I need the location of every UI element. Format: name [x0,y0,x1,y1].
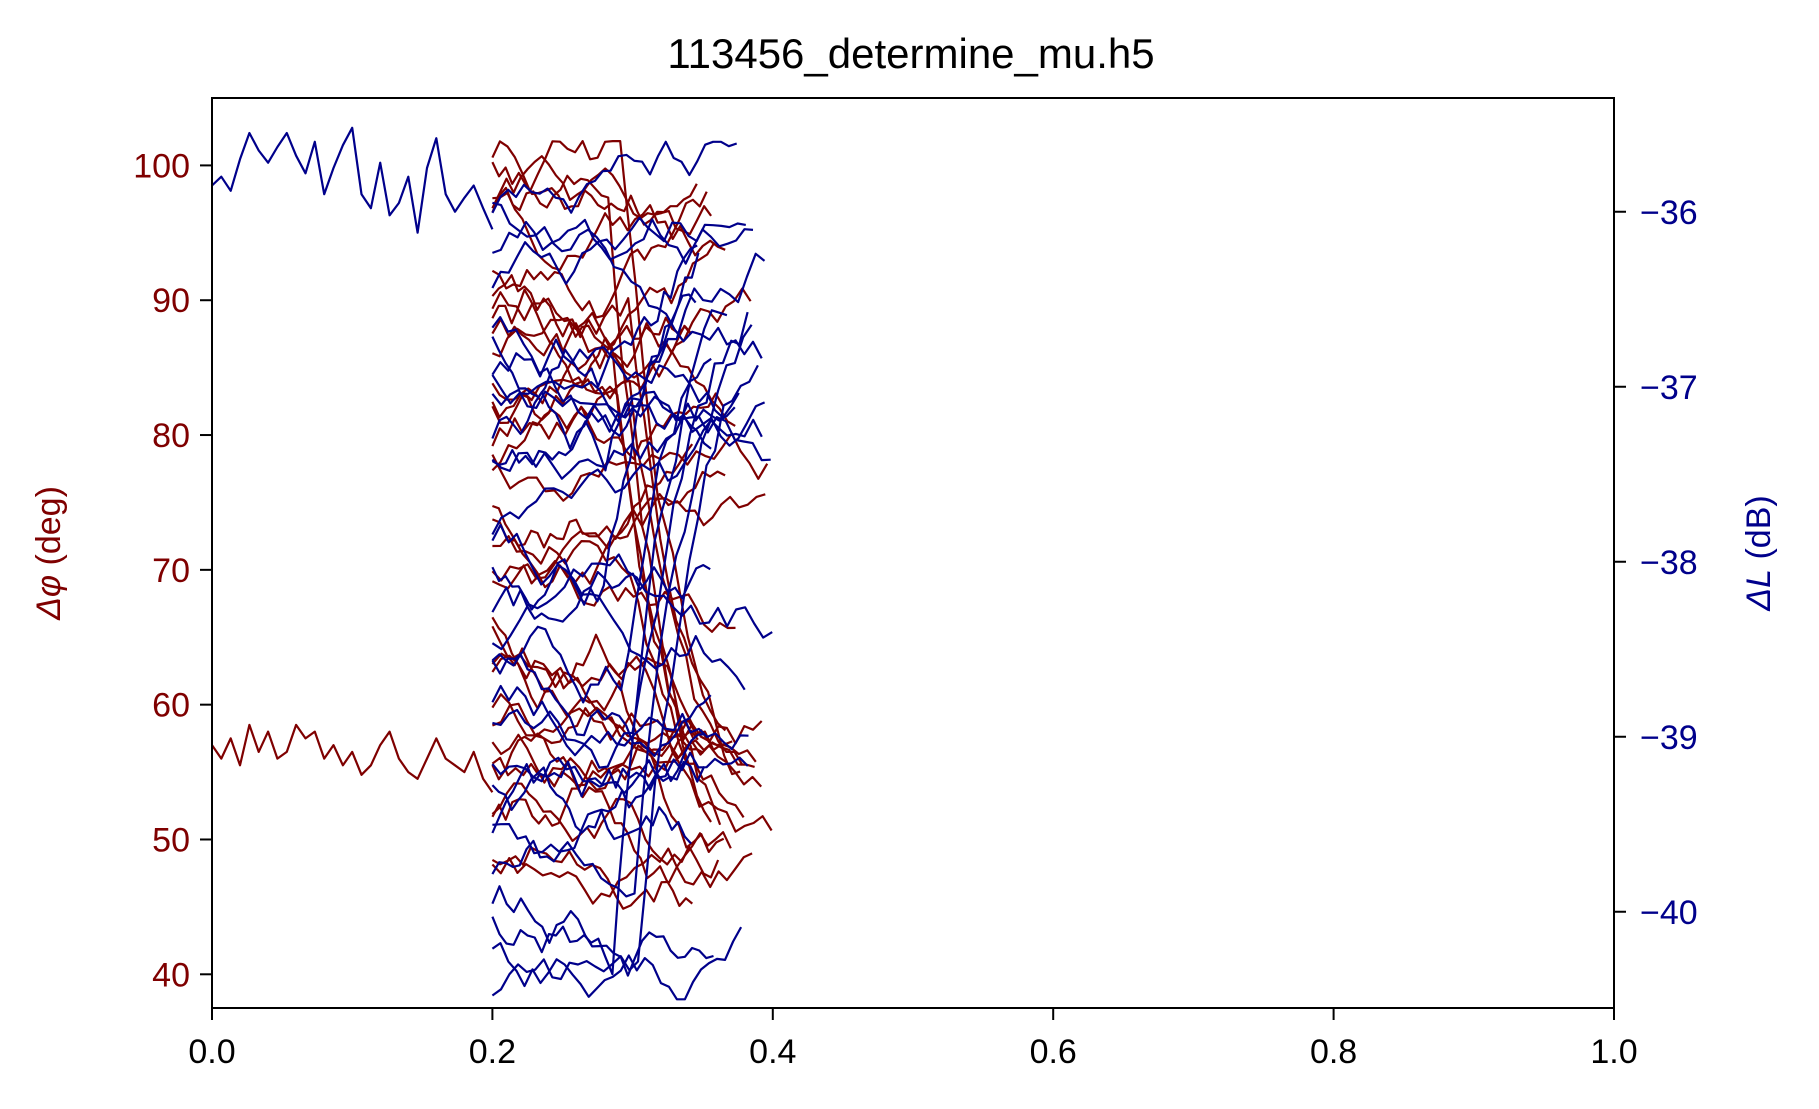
right-axis-label: ΔL (dB) [1740,495,1778,611]
left-axis-label-unit: (deg) [30,486,68,575]
left-tick-label: 40 [152,956,190,994]
left-tick-label: 80 [152,417,190,455]
loss-sweep-line [491,413,763,480]
loss-sweep-line [491,766,692,845]
loss-sweep-line [491,523,746,691]
x-tick-label: 0.0 [188,1033,235,1071]
left-y-axis: 40 50 60 70 80 90 100 [133,147,212,994]
phase-sweep-line [491,140,727,732]
left-tick-label: 100 [133,147,190,185]
x-tick-label: 1.0 [1590,1033,1637,1071]
plot-series [211,126,773,1001]
right-y-axis: −40 −39 −38 −37 −36 [1614,194,1698,932]
phase-sweep-line [491,242,716,405]
phase-sweep-line [491,288,693,368]
right-tick-label: −40 [1640,894,1698,932]
phase-sweep-line [491,733,763,791]
phase-sweep-line [491,652,773,833]
right-tick-label: −36 [1640,194,1698,232]
loss-sweep-line [491,926,743,1001]
loss-sweep-line [491,252,700,472]
loss-sweep-line [491,653,712,757]
loss-sweep-line [491,252,766,418]
loss-sweep-line [491,316,736,433]
x-tick-label: 0.8 [1310,1033,1357,1071]
phase-sweep-line [491,729,699,827]
phase-sweep-line [491,847,753,905]
loss-sweep-line [492,311,749,769]
right-axis-label-unit: (dB) [1740,495,1778,569]
right-tick-label: −39 [1640,719,1698,757]
loss-sweep-line [491,684,749,757]
loss-sweep-line [491,885,714,977]
right-tick-label: −37 [1640,369,1698,407]
phase-sweep-line [492,535,745,819]
plot-frame [211,97,1615,1009]
right-axis-label-symbol: ΔL [1740,569,1778,612]
loss-sweep-line [491,309,728,704]
phase-sweep-line [491,782,720,879]
x-tick-label: 0.4 [749,1033,796,1071]
phase-sweep-line [491,559,736,633]
phase-sweep-line [491,732,694,907]
right-tick-label: −38 [1640,544,1698,582]
phase-sweep-line [491,287,752,379]
loss-reference-line [211,126,494,234]
phase-sweep-line [491,325,722,826]
loss-sweep-line [491,357,712,976]
loss-sweep-line [491,244,698,399]
phase-sweep-line [491,392,725,460]
loss-sweep-line [491,751,749,795]
left-tick-label: 90 [152,282,190,320]
phase-sweep-line [492,191,726,271]
phase-reference-line [211,723,494,793]
left-axis-label: Δφ (deg) [30,486,68,621]
loss-sweep-line [491,140,738,214]
phase-sweep-line [491,721,733,788]
left-tick-label: 70 [152,552,190,590]
loss-sweep-line [491,216,746,289]
phase-sweep-line [491,174,705,754]
phase-sweep-line [491,654,757,763]
chart-title: 113456_determine_mu.h5 [667,30,1154,77]
phase-sweep-line [491,625,725,853]
loss-sweep-line [492,324,753,898]
loss-sweep-line [491,733,706,834]
left-tick-label: 60 [152,687,190,725]
phase-sweep-line [491,616,695,727]
phase-sweep-line [492,443,694,550]
x-tick-label: 0.6 [1030,1033,1077,1071]
phase-sweep-line [491,274,692,355]
left-tick-label: 50 [152,821,190,859]
x-tick-label: 0.2 [469,1033,516,1071]
loss-sweep-line [491,564,711,623]
loss-sweep-line [491,401,766,536]
loss-sweep-line [492,201,763,359]
x-axis: 0.0 0.2 0.4 0.6 0.8 1.0 [188,1008,1638,1071]
left-axis-label-symbol: Δφ [30,575,68,621]
loss-sweep-line [491,374,771,462]
